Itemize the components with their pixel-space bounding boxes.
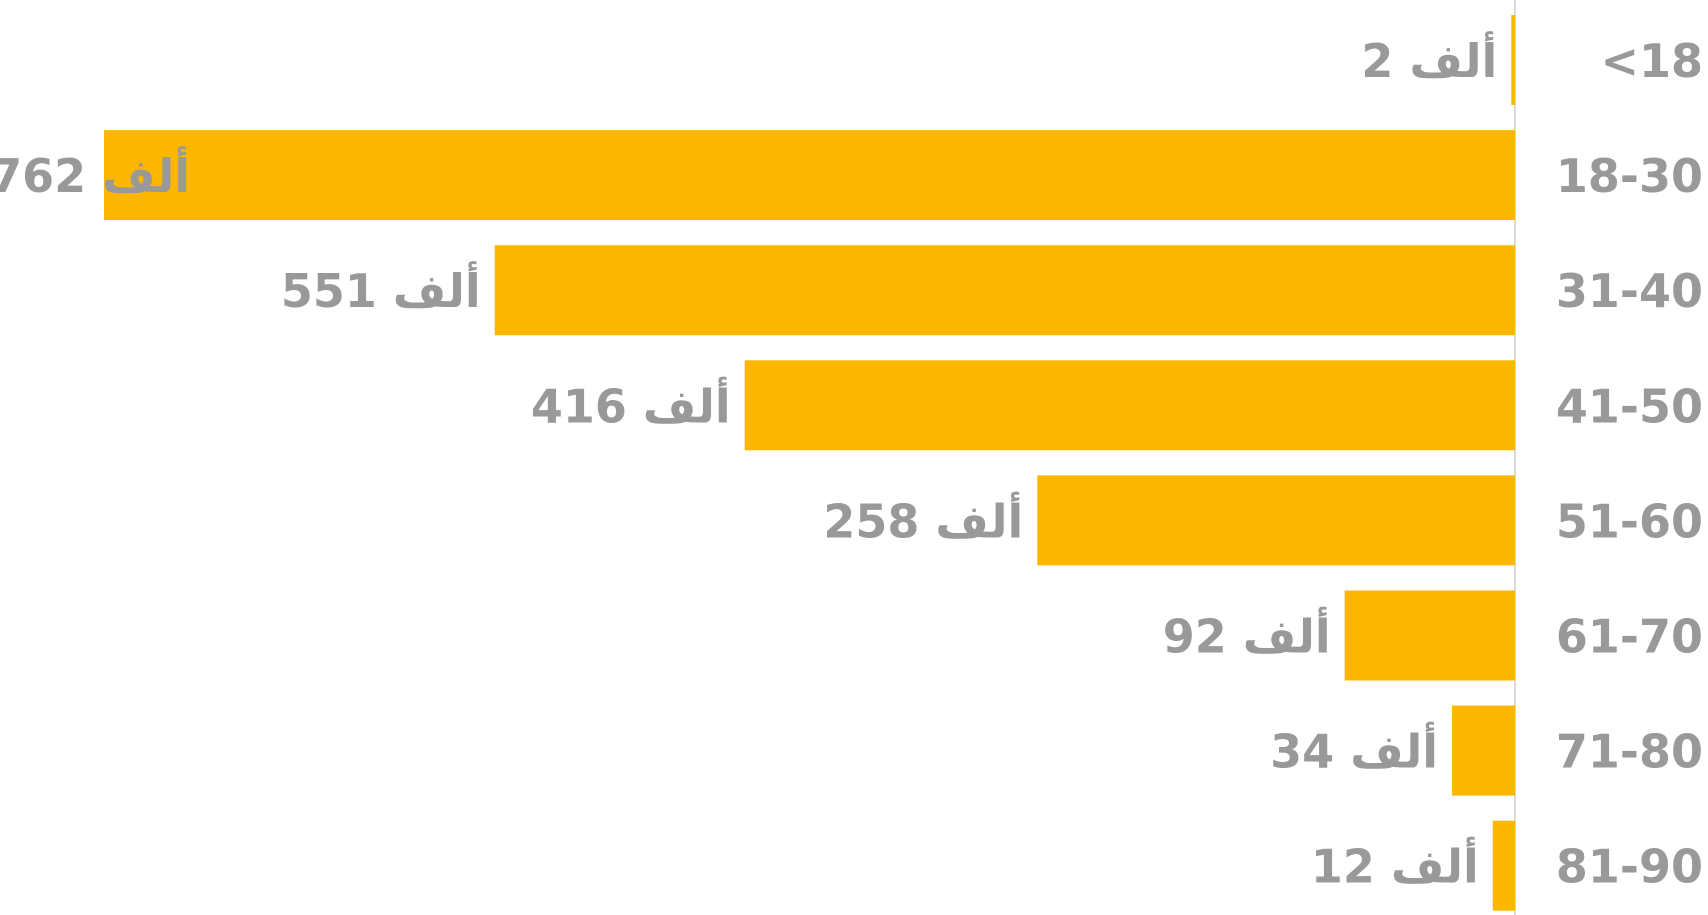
category-label-3: 41-50 <box>1556 379 1703 433</box>
bars-group <box>104 15 1515 911</box>
value-label-5: 92 ألف <box>1163 607 1331 664</box>
value-label-4: 258 ألف <box>823 491 1023 548</box>
bar-6 <box>1452 705 1515 796</box>
value-label-3: 416 ألف <box>531 376 731 433</box>
bar-7 <box>1492 820 1515 911</box>
value-label-0: 2 ألف <box>1361 31 1497 88</box>
bar-4 <box>1037 475 1515 566</box>
category-labels-group: <18 18-30 31-40 41-50 51-60 61-70 71-80 81-90 <box>1556 34 1703 894</box>
category-label-4: 51-60 <box>1556 494 1703 548</box>
bar-1 <box>104 130 1515 221</box>
bar-2 <box>494 245 1515 336</box>
value-label-2: 551 ألف <box>281 261 481 318</box>
category-label-5: 61-70 <box>1556 610 1703 664</box>
value-labels-group: 2 ألف 762 ألف 551 ألف 416 ألف 258 ألف 92 ألف 3… <box>0 31 1497 894</box>
value-label-6: 34 ألف <box>1270 722 1438 779</box>
value-label-1: 762 ألف <box>0 146 190 203</box>
category-label-2: 31-40 <box>1556 264 1703 318</box>
category-label-0: <18 <box>1600 34 1703 88</box>
bar-0 <box>1511 15 1515 105</box>
category-label-1: 18-30 <box>1556 149 1703 203</box>
category-label-6: 71-80 <box>1556 725 1703 779</box>
category-label-7: 81-90 <box>1556 840 1703 894</box>
bar-5 <box>1344 590 1515 681</box>
value-label-7: 12 ألف <box>1311 837 1479 894</box>
bar-3 <box>744 360 1515 451</box>
